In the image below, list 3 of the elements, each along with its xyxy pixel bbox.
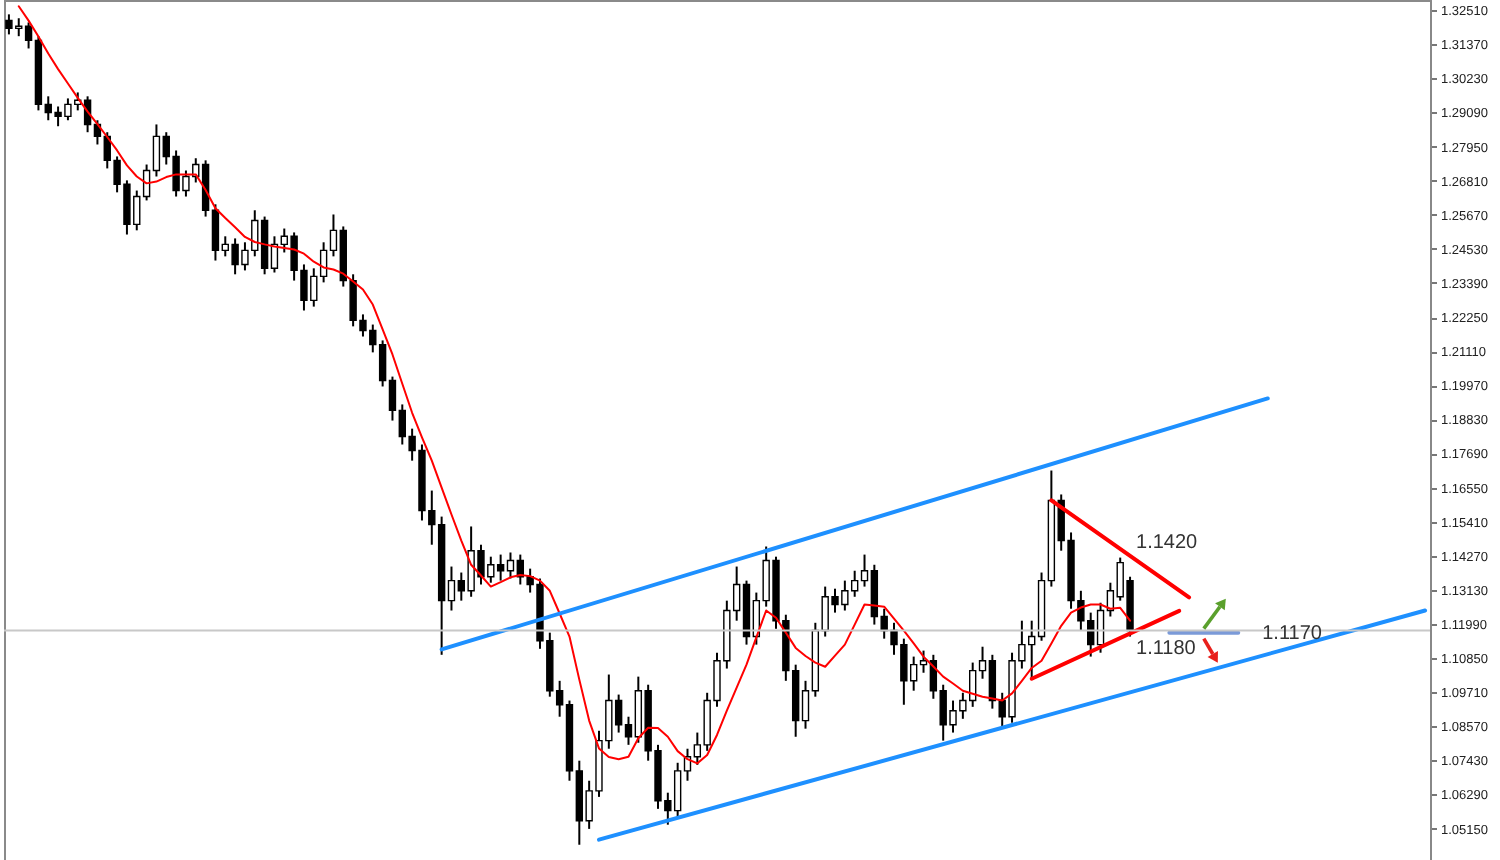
annotation: 1.1180 [1136,637,1197,660]
annotation: 1.1170 [1262,622,1323,645]
annotation: 1.1420 [1136,531,1199,554]
